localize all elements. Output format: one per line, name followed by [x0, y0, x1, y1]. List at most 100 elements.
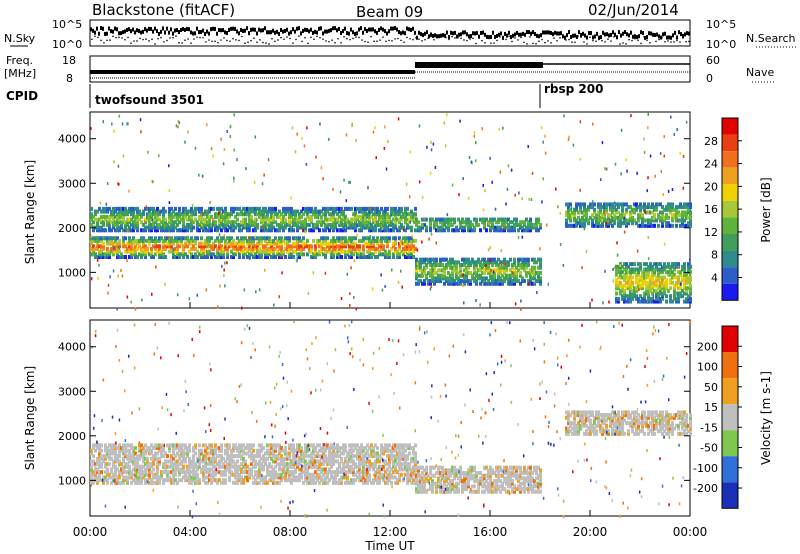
heatmap-cell [659, 262, 662, 267]
heatmap-cell [110, 236, 113, 241]
heatmap-cell [328, 246, 331, 251]
heatmap-cell [533, 273, 536, 278]
heatmap-cell [162, 480, 165, 485]
heatmap-cell [216, 214, 219, 219]
heatmap-cell [567, 223, 570, 228]
heatmap-cell [483, 268, 486, 273]
heatmap-cell [158, 249, 161, 254]
colorbar-tick-label: 4 [711, 271, 718, 284]
heatmap-cell [661, 283, 664, 288]
noise-sky-segment [590, 31, 592, 36]
noise-search-dot [439, 36, 441, 38]
heatmap-cell [108, 222, 111, 227]
heatmap-cell [178, 448, 181, 453]
heatmap-cell [463, 263, 466, 268]
noise-sky-segment [344, 26, 346, 31]
heatmap-cell [481, 279, 484, 284]
heatmap-cell [332, 212, 335, 217]
heatmap-cell [322, 220, 325, 225]
heatmap-cell [92, 454, 95, 459]
heatmap-cell [354, 249, 357, 254]
heatmap-cell [394, 241, 397, 246]
heatmap-cell [677, 275, 680, 280]
heatmap-cell [463, 257, 466, 262]
freq-unit-label: [MHz] [4, 67, 36, 80]
heatmap-cell [513, 228, 516, 233]
heatmap-cell [158, 478, 161, 483]
heatmap-cell [240, 222, 243, 227]
heatmap-cell [647, 267, 650, 272]
noise-search-dot [367, 41, 369, 43]
heatmap-cell [124, 236, 127, 241]
heatmap-cell [651, 202, 654, 207]
heatmap-cell [194, 238, 197, 243]
heatmap-cell [266, 480, 269, 485]
heatmap-cell [104, 470, 107, 475]
heatmap-cell [150, 212, 153, 217]
heatmap-cell [507, 228, 510, 233]
heatmap-cell [667, 223, 670, 228]
heatmap-cell [130, 217, 133, 222]
heatmap-cell [174, 472, 177, 477]
heatmap-cell [242, 252, 245, 257]
heatmap-cell [511, 279, 514, 284]
noise-search-dot [124, 38, 126, 41]
noise-sky-segment [568, 30, 570, 35]
heatmap-cell [368, 212, 371, 217]
heatmap-cell [162, 470, 165, 475]
heatmap-cell [296, 236, 299, 241]
heatmap-speck [482, 183, 484, 187]
heatmap-cell [188, 456, 191, 461]
heatmap-cell [128, 443, 131, 448]
heatmap-cell [244, 459, 247, 464]
heatmap-cell [138, 244, 141, 249]
heatmap-cell [483, 260, 486, 265]
heatmap-cell [334, 241, 337, 246]
noise-search-dot [277, 39, 279, 41]
heatmap-cell [465, 257, 468, 262]
heatmap-cell [280, 238, 283, 243]
heatmap-cell [378, 249, 381, 254]
heatmap-cell [527, 257, 530, 262]
heatmap-cell [168, 220, 171, 225]
heatmap-cell [134, 475, 137, 480]
heatmap-cell [92, 462, 95, 467]
heatmap-cell [665, 213, 668, 218]
heatmap-cell [635, 205, 638, 210]
heatmap-cell [250, 246, 253, 251]
heatmap-cell [316, 252, 319, 257]
heatmap-cell [394, 214, 397, 219]
heatmap-cell [96, 470, 99, 475]
heatmap-cell [585, 213, 588, 218]
heatmap-cell [214, 220, 217, 225]
heatmap-cell [96, 244, 99, 249]
heatmap-cell [118, 475, 121, 480]
heatmap-cell [114, 446, 117, 451]
noise-search-dot [259, 39, 261, 41]
heatmap-cell [208, 472, 211, 477]
heatmap-cell [114, 454, 117, 459]
heatmap-speck [475, 141, 477, 145]
noise-sky-segment [152, 29, 154, 34]
heatmap-cell [685, 280, 688, 285]
heatmap-cell [491, 273, 494, 278]
heatmap-cell [164, 464, 167, 469]
heatmap-cell [240, 212, 243, 217]
noise-sky-segment [688, 31, 690, 36]
heatmap-cell [643, 291, 646, 296]
heatmap-speck [113, 160, 115, 164]
heatmap-cell [216, 246, 219, 251]
noise-sky-segment [300, 31, 302, 36]
heatmap-cell [386, 220, 389, 225]
heatmap-cell [310, 217, 313, 222]
heatmap-cell [112, 212, 115, 217]
heatmap-cell [264, 236, 267, 241]
heatmap-cell [621, 210, 624, 215]
heatmap-speck [579, 188, 581, 192]
heatmap-cell [388, 228, 391, 233]
heatmap-cell [465, 220, 468, 225]
heatmap-cell [104, 475, 107, 480]
heatmap-cell [457, 276, 460, 281]
noise-sky-segment [172, 31, 174, 36]
heatmap-cell [198, 456, 201, 461]
